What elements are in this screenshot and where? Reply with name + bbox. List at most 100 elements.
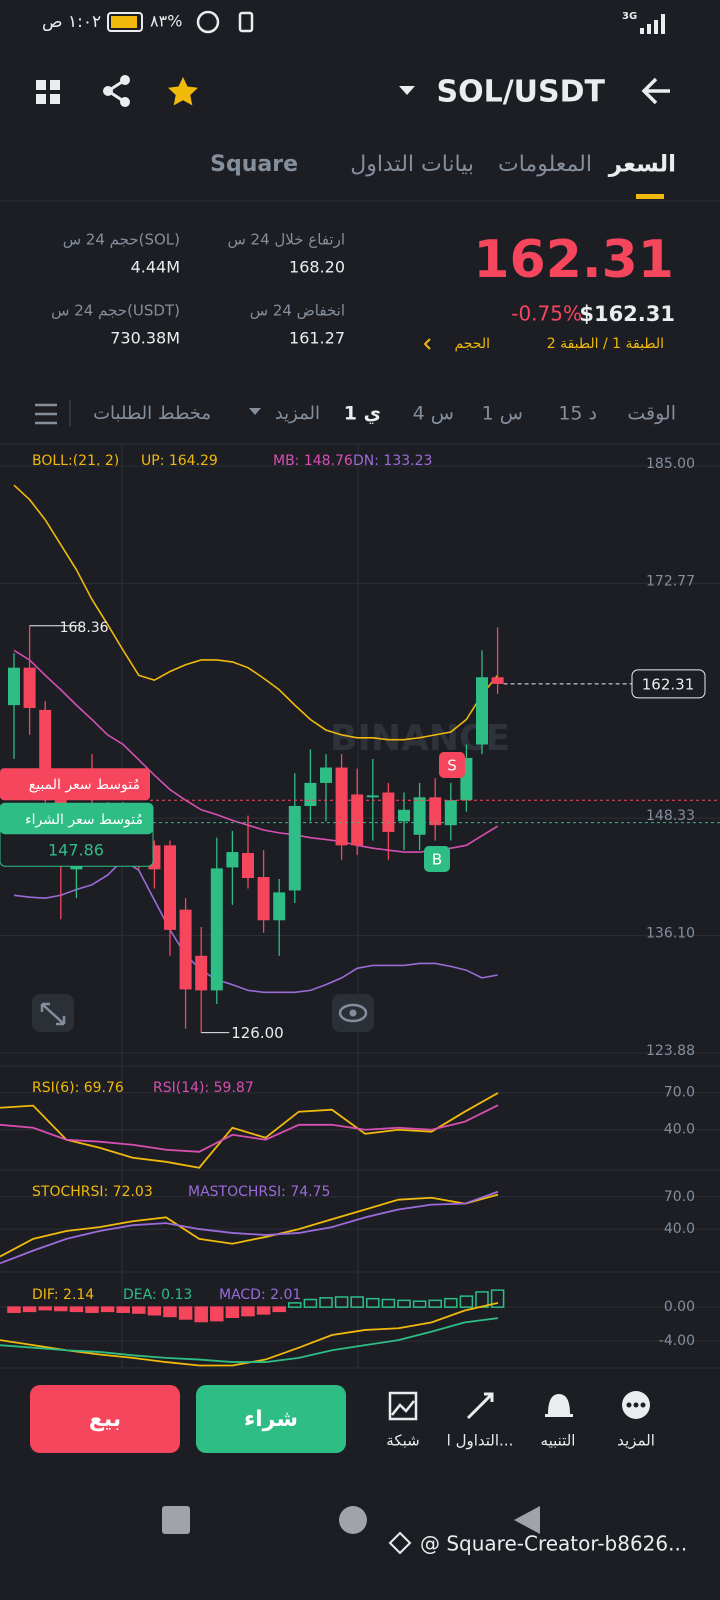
legend-item: MACD: 2.01 — [219, 1287, 301, 1303]
macd-bar — [241, 1306, 255, 1317]
candle-body — [382, 792, 395, 832]
sell-button[interactable] — [30, 1385, 180, 1453]
interval-more[interactable]: المزيد — [275, 403, 320, 424]
macd-bar — [288, 1302, 302, 1308]
tab[interactable]: Square — [210, 152, 298, 177]
stat-value: 168.20 — [289, 258, 345, 277]
boll-middle — [13, 649, 499, 853]
pair-title[interactable]: SOL/USDT — [436, 75, 605, 110]
high-marker: 168.36 — [60, 620, 109, 636]
boll-upper — [13, 484, 499, 741]
y-tick-label: 148.33 — [646, 808, 695, 824]
alert-icon[interactable] — [545, 1394, 573, 1417]
legend-dn: DN: 133.23 — [353, 453, 432, 469]
legend-item: RSI(6): 69.76 — [32, 1080, 124, 1096]
layer-tags[interactable]: الطبقة 1 / الطبقة 2 — [547, 336, 664, 352]
settings-icon[interactable] — [35, 403, 57, 425]
sell-avg-box — [0, 768, 150, 801]
candle-body — [179, 909, 192, 990]
price-chart: 185.00 172.77 148.33 136.10 123.88 168.36 126.… — [0, 456, 720, 1367]
action-label[interactable]: شبكة — [386, 1432, 419, 1450]
candle-body — [351, 794, 364, 846]
macd-bar — [22, 1306, 37, 1313]
y-tick-label: -4.00 — [659, 1333, 695, 1349]
chart-frame — [0, 444, 720, 1369]
nav-back[interactable] — [514, 1506, 540, 1534]
sell-signal: S — [447, 757, 457, 775]
macd-bar — [444, 1297, 458, 1308]
nav-home[interactable] — [339, 1506, 367, 1534]
candle-body — [226, 852, 239, 868]
back-arrow[interactable] — [641, 77, 670, 105]
macd-bar — [350, 1296, 364, 1308]
candle-body — [195, 955, 208, 991]
macd-bar — [85, 1306, 99, 1313]
battery-icon — [107, 12, 143, 32]
more-dots — [626, 1402, 646, 1408]
battery-level — [111, 16, 137, 28]
interval[interactable]: 1 س — [482, 403, 523, 425]
action-label[interactable]: التنبيه — [541, 1432, 576, 1450]
interval-active[interactable]: 1 ي — [344, 403, 381, 426]
sync-icon — [196, 10, 220, 34]
legend-item: DIF: 2.14 — [32, 1287, 94, 1303]
tab-active[interactable]: السعر — [608, 152, 676, 178]
volume-link[interactable]: الحجم — [454, 336, 490, 352]
tab[interactable]: المعلومات — [498, 152, 592, 177]
candle-body — [366, 795, 379, 798]
buy-button[interactable] — [196, 1385, 346, 1453]
macd-bar — [194, 1306, 208, 1323]
indicator-line — [0, 1092, 499, 1169]
y-tick-label: 70.0 — [664, 1189, 695, 1205]
vibrate-icon — [238, 11, 254, 33]
sell-avg-label: مُتوسط سعر المبيع — [29, 777, 140, 793]
legend-up: UP: 164.29 — [141, 453, 218, 469]
indicator-line — [0, 1193, 499, 1258]
buy-avg-value: 147.86 — [48, 841, 104, 860]
trade-icon[interactable] — [466, 1392, 494, 1420]
grid-bot-icon[interactable] — [388, 1391, 418, 1421]
legend-item: RSI(14): 59.87 — [153, 1080, 254, 1096]
boll-lower — [13, 858, 498, 994]
more-arrow — [249, 408, 261, 415]
action-label[interactable]: المزيد — [617, 1432, 655, 1450]
macd-bar — [69, 1306, 84, 1313]
buy-avg-label: مُتوسط سعر الشراء — [25, 812, 143, 828]
macd-bar — [303, 1298, 318, 1308]
interval[interactable]: 4 س — [413, 403, 454, 425]
eye-pupil — [349, 1009, 357, 1017]
tab[interactable]: بيانات التداول — [350, 152, 474, 177]
grid-menu-icon[interactable] — [36, 80, 60, 104]
candle-body — [273, 892, 286, 921]
candle-body — [491, 677, 504, 684]
macd-bar — [163, 1306, 177, 1318]
indicator-line — [0, 1104, 499, 1153]
macd-bar — [54, 1306, 68, 1312]
macd-bar — [116, 1306, 130, 1313]
network-type: 3G — [622, 11, 637, 22]
action-label[interactable]: التداول ا... — [447, 1432, 514, 1450]
legend-item: MASTOCHRSI: 74.75 — [188, 1184, 330, 1200]
depth-chart[interactable]: مخطط الطلبات — [93, 403, 211, 424]
macd-bar — [490, 1289, 505, 1308]
candle-body — [398, 809, 410, 822]
stat-label: ارتفاع خلال 24 س — [227, 231, 345, 249]
pair-dropdown[interactable] — [399, 86, 415, 95]
nav-recent[interactable] — [162, 1506, 190, 1534]
y-tick-label: 0.00 — [664, 1299, 695, 1315]
share-icon[interactable] — [103, 75, 130, 107]
favorite-star[interactable] — [168, 77, 198, 106]
interval[interactable]: 15 د — [558, 403, 597, 425]
macd-bar — [459, 1295, 474, 1308]
eye-icon — [338, 1003, 368, 1023]
interval[interactable]: الوقت — [627, 403, 676, 425]
buy-label: شراء — [244, 1407, 298, 1432]
last-price: 162.31 — [473, 230, 674, 290]
macd-bar — [397, 1299, 411, 1308]
legend-boll: BOLL:(21, 2) — [32, 453, 119, 469]
indicator-line — [0, 1317, 499, 1363]
macd-bar — [319, 1297, 333, 1308]
sell-signal-box — [439, 752, 465, 778]
macd-bar — [366, 1297, 380, 1308]
